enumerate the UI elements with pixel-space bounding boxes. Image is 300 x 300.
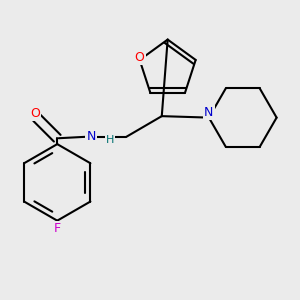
Text: H: H [106,135,114,145]
Text: N: N [204,106,214,119]
Text: O: O [30,107,40,120]
Text: O: O [135,51,145,64]
Text: N: N [86,130,96,143]
Text: F: F [54,221,61,235]
